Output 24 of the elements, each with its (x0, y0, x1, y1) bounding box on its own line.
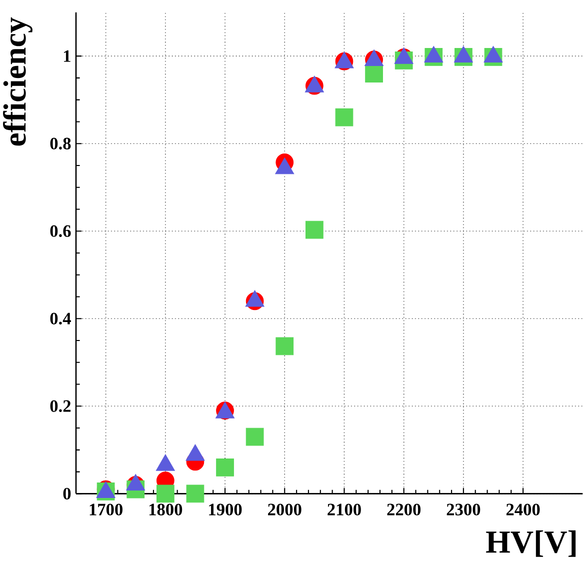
y-tick-label: 1 (64, 50, 70, 62)
x-tick-label: 2100 (328, 504, 361, 516)
point (156, 484, 174, 503)
y-axis-title: efficiency (3, 17, 32, 146)
point (216, 458, 234, 476)
point (186, 484, 204, 503)
point (305, 220, 324, 239)
y-tick-label: 0.2 (50, 400, 71, 412)
y-tick-label: 0 (63, 488, 71, 500)
y-tick-label: 0.8 (50, 138, 71, 150)
x-tick-label: 2200 (387, 504, 421, 516)
point (246, 428, 264, 446)
x-tick-label: 2000 (268, 504, 302, 516)
x-tick-label: 2400 (506, 504, 540, 516)
x-tick-label: 1800 (149, 504, 182, 516)
point (365, 64, 383, 83)
x-axis-title: HV[V] (486, 530, 576, 557)
y-tick-label: 0.4 (50, 312, 71, 325)
point (276, 337, 294, 356)
point (335, 108, 354, 126)
x-tick-label: 1700 (90, 504, 122, 516)
y-tick-label: 0.6 (50, 225, 71, 238)
x-tick-label: 2300 (446, 504, 480, 516)
x-tick-label: 1900 (209, 504, 242, 516)
